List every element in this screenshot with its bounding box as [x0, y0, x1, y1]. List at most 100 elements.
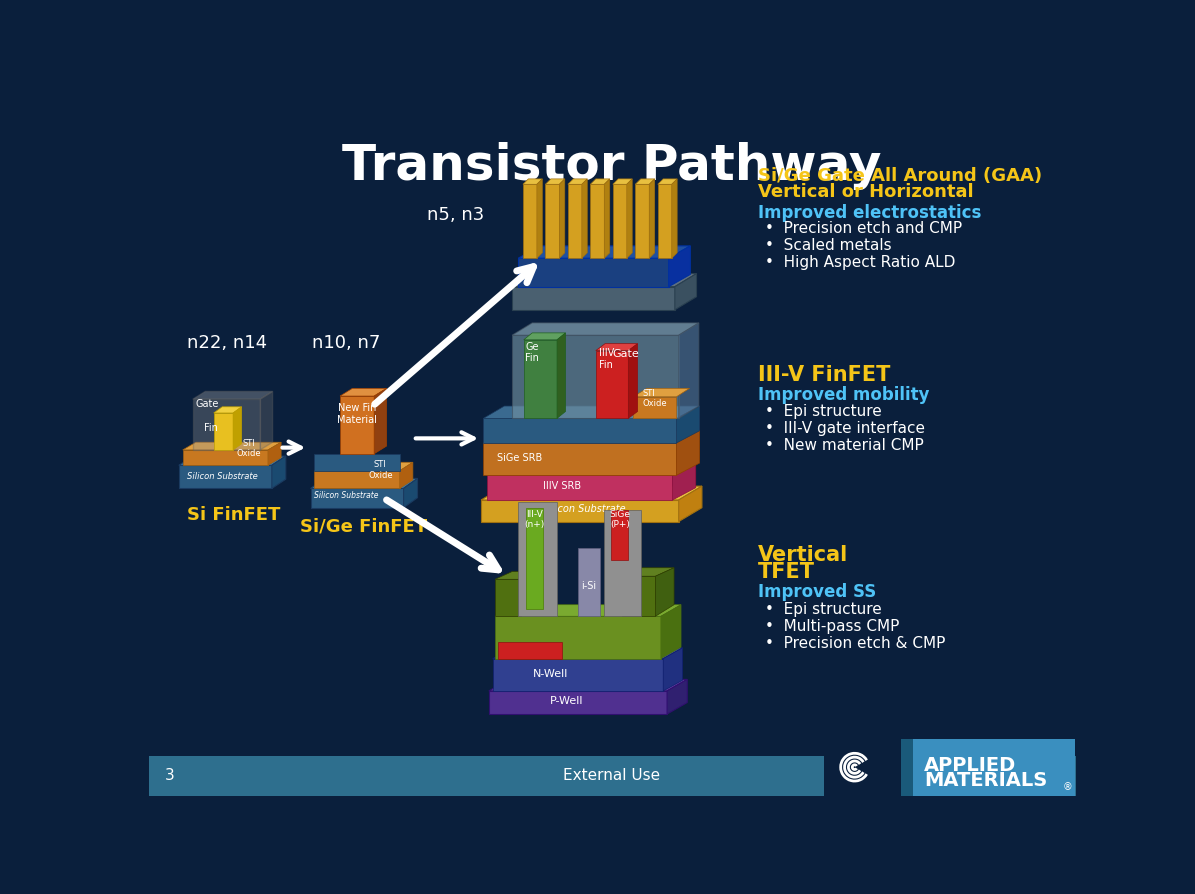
Text: ®: ®	[1062, 782, 1072, 793]
Polygon shape	[484, 418, 676, 443]
Bar	[149, 755, 1076, 796]
Text: P-Well: P-Well	[550, 696, 583, 706]
Text: Silicon Substrate: Silicon Substrate	[186, 472, 257, 481]
Polygon shape	[498, 642, 563, 659]
Bar	[823, 738, 901, 796]
Text: STI
Oxide: STI Oxide	[368, 460, 393, 480]
Polygon shape	[374, 388, 386, 454]
Polygon shape	[612, 510, 629, 560]
Polygon shape	[214, 407, 241, 413]
Polygon shape	[663, 648, 682, 691]
Bar	[901, 738, 913, 796]
Polygon shape	[568, 179, 587, 184]
Text: Improved SS: Improved SS	[758, 583, 876, 601]
Text: Ge
Fin: Ge Fin	[526, 342, 539, 363]
Text: New Fin
Material: New Fin Material	[337, 403, 376, 425]
Polygon shape	[676, 406, 699, 443]
Text: SiGe
(P+): SiGe (P+)	[609, 510, 630, 529]
Polygon shape	[545, 179, 565, 184]
Polygon shape	[526, 509, 543, 609]
Polygon shape	[649, 179, 655, 258]
Polygon shape	[613, 179, 632, 184]
Polygon shape	[679, 486, 701, 521]
Polygon shape	[523, 179, 543, 184]
Polygon shape	[672, 179, 678, 258]
Text: •  Scaled metals: • Scaled metals	[766, 238, 893, 253]
Polygon shape	[673, 463, 695, 500]
Polygon shape	[519, 502, 557, 616]
Polygon shape	[192, 392, 272, 399]
Text: Silicon Substrate: Silicon Substrate	[543, 504, 626, 514]
Polygon shape	[311, 488, 404, 508]
Polygon shape	[519, 246, 691, 258]
Polygon shape	[404, 478, 417, 508]
Text: i-Si: i-Si	[581, 580, 596, 591]
Text: Fin: Fin	[204, 424, 219, 434]
Polygon shape	[314, 454, 399, 471]
Polygon shape	[578, 549, 600, 616]
Polygon shape	[636, 184, 649, 258]
Polygon shape	[314, 462, 413, 471]
Polygon shape	[513, 335, 679, 418]
Text: Silicon Substrate: Silicon Substrate	[314, 492, 379, 501]
Polygon shape	[537, 179, 543, 258]
Text: Vertical or Horizontal: Vertical or Horizontal	[758, 182, 974, 201]
Polygon shape	[179, 466, 271, 488]
Text: External Use: External Use	[564, 768, 661, 783]
Polygon shape	[596, 350, 629, 418]
Polygon shape	[676, 431, 699, 476]
Text: •  Multi-pass CMP: • Multi-pass CMP	[766, 619, 900, 634]
Polygon shape	[582, 179, 587, 258]
Text: Gate: Gate	[613, 349, 639, 358]
Text: n5, n3: n5, n3	[427, 206, 484, 224]
Polygon shape	[341, 388, 386, 396]
Polygon shape	[513, 287, 675, 310]
Polygon shape	[590, 184, 605, 258]
Polygon shape	[261, 392, 272, 450]
Polygon shape	[590, 179, 609, 184]
Text: •  Epi structure: • Epi structure	[766, 602, 882, 617]
Polygon shape	[268, 443, 281, 466]
Polygon shape	[636, 179, 655, 184]
Text: STI
Oxide: STI Oxide	[642, 389, 667, 408]
Polygon shape	[523, 333, 565, 340]
Polygon shape	[623, 577, 655, 616]
Text: Si FinFET: Si FinFET	[186, 506, 280, 524]
Polygon shape	[271, 456, 286, 488]
Polygon shape	[489, 691, 667, 714]
Polygon shape	[484, 406, 699, 418]
Polygon shape	[568, 184, 582, 258]
Polygon shape	[233, 407, 241, 450]
Text: IIIV
Fin: IIIV Fin	[599, 348, 614, 369]
Text: •  Epi structure: • Epi structure	[766, 404, 882, 418]
Text: •  III-V gate interface: • III-V gate interface	[766, 421, 925, 435]
Polygon shape	[657, 184, 672, 258]
Polygon shape	[629, 343, 638, 418]
Polygon shape	[667, 679, 687, 714]
Polygon shape	[489, 679, 687, 691]
Polygon shape	[596, 343, 638, 350]
Text: Si/Ge Gate All Around (GAA): Si/Ge Gate All Around (GAA)	[758, 167, 1042, 185]
Polygon shape	[513, 323, 699, 335]
Polygon shape	[183, 450, 268, 466]
Text: Si/Ge FinFET: Si/Ge FinFET	[300, 518, 428, 536]
Text: N-Well: N-Well	[533, 669, 569, 679]
Text: APPLIED: APPLIED	[925, 756, 1017, 775]
Polygon shape	[633, 397, 676, 418]
Text: •  Precision etch and CMP: • Precision etch and CMP	[766, 221, 963, 236]
Text: Improved mobility: Improved mobility	[758, 386, 930, 404]
Polygon shape	[559, 179, 565, 258]
Polygon shape	[495, 579, 521, 616]
Polygon shape	[341, 396, 374, 454]
Polygon shape	[495, 616, 661, 659]
Text: n22, n14: n22, n14	[186, 334, 266, 352]
Polygon shape	[488, 463, 695, 476]
Polygon shape	[484, 443, 676, 476]
Polygon shape	[605, 179, 609, 258]
Text: MATERIALS: MATERIALS	[925, 771, 1048, 790]
Text: III-V FinFET: III-V FinFET	[758, 366, 890, 385]
Polygon shape	[192, 399, 261, 450]
Text: n10, n7: n10, n7	[312, 334, 380, 352]
Polygon shape	[513, 274, 697, 287]
Polygon shape	[545, 184, 559, 258]
